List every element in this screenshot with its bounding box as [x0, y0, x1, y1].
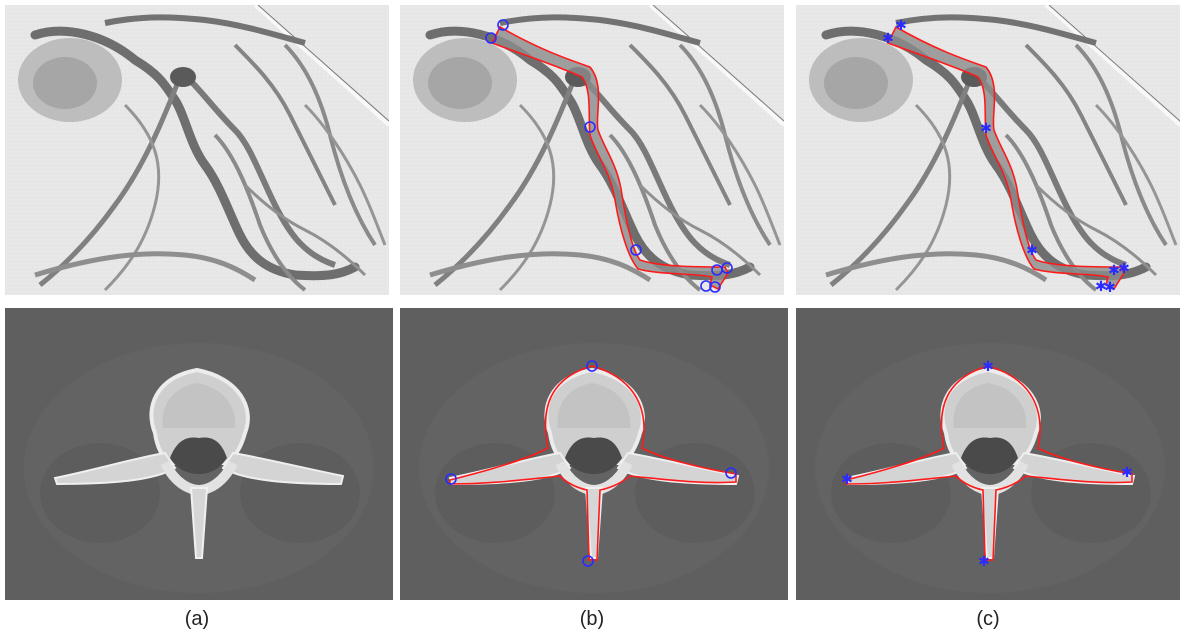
seed-star-marker: ✱	[978, 554, 990, 570]
seed-circle-marker	[586, 360, 598, 372]
ct-original-image	[5, 308, 393, 600]
seed-star-marker: ✱	[1118, 261, 1130, 277]
seed-star-marker: ✱	[982, 359, 994, 375]
angio-segmented-stars-image: ✱ ✱ ✱ ✱ ✱ ✱ ✱ ✱	[796, 5, 1180, 295]
angio-segmented-circles-image	[400, 5, 784, 295]
ct-segmented-circles-image	[400, 308, 788, 600]
seed-star-marker: ✱	[895, 18, 907, 34]
angio-segmented-stars-panel: ✱ ✱ ✱ ✱ ✱ ✱ ✱ ✱	[796, 5, 1180, 295]
seed-star-marker: ✱	[980, 121, 992, 137]
ct-original-panel	[5, 308, 393, 600]
ct-segmented-stars-panel: ✱ ✱ ✱ ✱	[796, 308, 1180, 600]
angio-segmented-circles-panel	[400, 5, 784, 295]
seed-circle-marker	[725, 467, 737, 479]
seed-star-marker: ✱	[1108, 263, 1120, 279]
caption-b: (b)	[579, 608, 605, 630]
ct-segmented-stars-image: ✱ ✱ ✱ ✱	[796, 308, 1180, 600]
vessel-contour	[886, 25, 1125, 291]
seed-star-marker: ✱	[1026, 243, 1038, 259]
seed-star-marker: ✱	[841, 472, 853, 488]
angio-original-image	[5, 5, 389, 295]
seed-circle-marker	[445, 473, 457, 485]
seed-circle-marker	[584, 121, 596, 133]
seed-circle-marker	[630, 244, 642, 256]
seed-circle-marker	[497, 19, 509, 31]
seed-circle-marker	[700, 280, 712, 292]
seed-star-marker: ✱	[1104, 280, 1116, 295]
seed-circle-marker	[582, 555, 594, 567]
vessel-contour	[490, 25, 729, 291]
seed-star-marker: ✱	[1095, 279, 1107, 295]
caption-c: (c)	[976, 608, 1000, 630]
vertebra-contour	[845, 365, 1133, 561]
ct-segmented-circles-panel	[400, 308, 788, 600]
caption-a: (a)	[184, 608, 210, 630]
seed-circle-marker	[721, 262, 733, 274]
seed-circle-marker	[485, 32, 497, 44]
seed-star-marker: ✱	[882, 31, 894, 47]
seed-circle-marker	[709, 281, 721, 293]
seed-star-marker: ✱	[1121, 465, 1133, 481]
angio-original-panel	[5, 5, 389, 295]
